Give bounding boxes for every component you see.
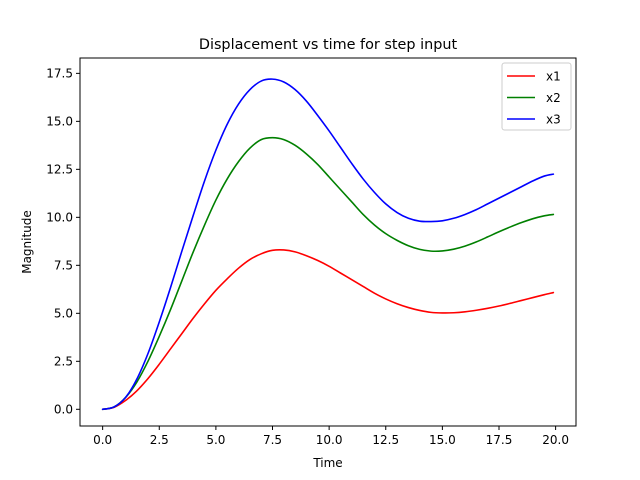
series-layer (101, 78, 555, 411)
series-line-x3 (101, 78, 555, 411)
x-axis: 0.0 2.5 5.0 7.5 10.0 12.5 15.0 17.5 20.0 (93, 426, 569, 447)
y-tick-label: 2.5 (54, 354, 73, 368)
series-line-x1 (101, 249, 555, 411)
chart-title: Displacement vs time for step input (199, 37, 458, 53)
legend: x1 x2 x3 (501, 62, 572, 131)
y-tick-label: 15.0 (46, 114, 73, 128)
legend-label-x1: x1 (546, 70, 561, 84)
y-tick-label: 5.0 (54, 306, 73, 320)
y-axis: 0.0 2.5 5.0 7.5 10.0 12.5 15.0 17.5 (46, 66, 80, 416)
x-tick-label: 7.5 (263, 433, 282, 447)
legend-label-x3: x3 (546, 113, 561, 127)
y-tick-label: 10.0 (46, 210, 73, 224)
x-axis-label: Time (312, 456, 342, 470)
y-tick-label: 17.5 (46, 66, 73, 80)
x-tick-label: 5.0 (206, 433, 225, 447)
y-axis-label: Magnitude (20, 210, 34, 274)
legend-box (501, 62, 572, 131)
x-tick-label: 17.5 (486, 433, 513, 447)
y-tick-label: 0.0 (54, 402, 73, 416)
x-tick-label: 20.0 (542, 433, 569, 447)
y-tick-label: 12.5 (46, 162, 73, 176)
legend-label-x2: x2 (546, 91, 561, 105)
x-tick-label: 15.0 (429, 433, 456, 447)
y-tick-label: 7.5 (54, 258, 73, 272)
x-tick-label: 12.5 (372, 433, 399, 447)
plot-frame (79, 57, 577, 427)
x-tick-label: 0.0 (93, 433, 112, 447)
series-line-x2 (101, 136, 555, 411)
x-tick-label: 10.0 (316, 433, 343, 447)
x-tick-label: 2.5 (150, 433, 169, 447)
